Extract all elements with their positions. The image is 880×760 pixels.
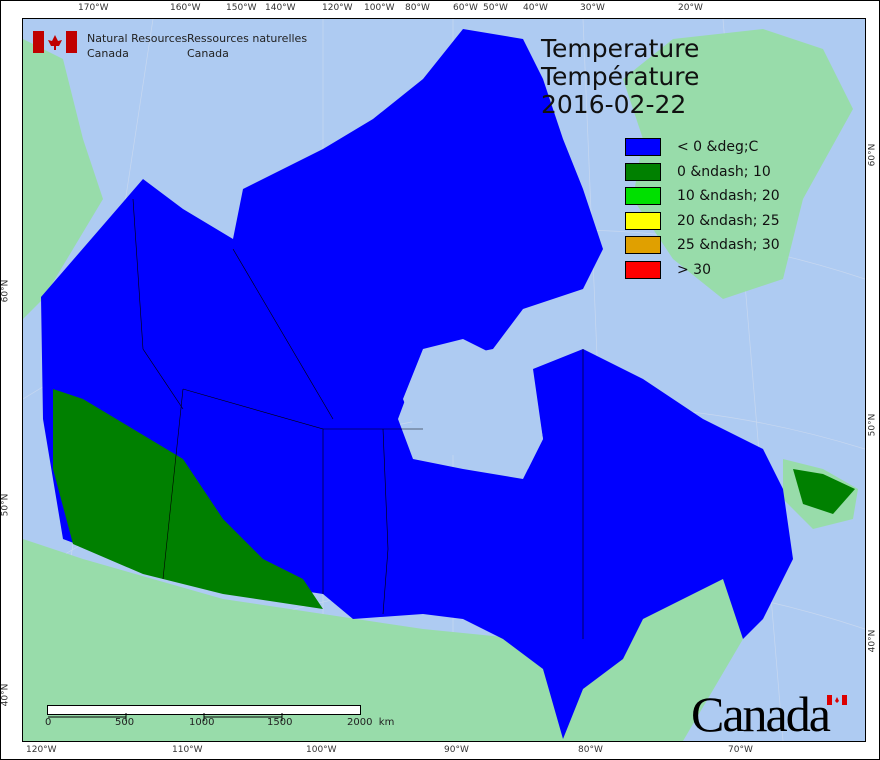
legend-swatch: [625, 236, 661, 255]
right-tick: 60°N: [867, 143, 878, 167]
bottom-tick: 100°W: [306, 745, 337, 755]
top-tick: 120°W: [322, 3, 353, 13]
org-en-line2: Canada: [87, 47, 129, 60]
land-greenland: [623, 29, 853, 299]
scale-label: 1500: [267, 717, 293, 728]
legend-swatch: [625, 211, 661, 230]
scale-label: 1000: [189, 717, 215, 728]
legend-swatch: [625, 138, 661, 157]
legend-item: 0 &ndash; 10: [625, 160, 780, 185]
org-en-line1: Natural Resources: [87, 32, 188, 45]
map-canvas: [23, 19, 865, 741]
bottom-tick: 80°W: [578, 745, 603, 755]
right-tick: 50°N: [867, 413, 878, 437]
canada-flag-icon: [33, 31, 77, 53]
legend-item: > 30: [625, 258, 780, 283]
legend-label: < 0 &deg;C: [677, 139, 759, 156]
canada-flag-icon: [827, 695, 847, 705]
top-tick: 50°W: [483, 3, 508, 13]
map-title: Temperature Température 2016-02-22: [541, 35, 699, 119]
nrcan-flag: [33, 31, 77, 57]
scale-bar-segments: [48, 713, 283, 721]
bottom-tick: 110°W: [172, 745, 203, 755]
title-en: Temperature: [541, 34, 700, 63]
top-tick: 150°W: [226, 3, 257, 13]
legend-item: < 0 &deg;C: [625, 135, 780, 160]
org-fr-line2: Canada: [187, 47, 229, 60]
legend-swatch: [625, 187, 661, 206]
province-borders: [132, 198, 584, 639]
region-0-to-10-maritimes: [793, 469, 855, 514]
hudson-bay: [403, 339, 543, 469]
org-name-fr: Ressources naturelles Canada: [187, 31, 307, 61]
legend-item: 20 &ndash; 25: [625, 209, 780, 234]
region-0-to-10: [53, 389, 323, 609]
top-tick: 100°W: [364, 3, 395, 13]
legend-swatch: [625, 162, 661, 181]
legend-label: 20 &ndash; 25: [677, 212, 780, 229]
scale-label: 0: [45, 717, 52, 728]
top-tick: 40°W: [523, 3, 548, 13]
legend-swatch: [625, 260, 661, 279]
scale-bar: [47, 705, 361, 721]
top-tick: 30°W: [580, 3, 605, 13]
title-date: 2016-02-22: [541, 90, 687, 119]
scale-label: 2000 km: [347, 717, 395, 728]
land-alaska: [23, 39, 103, 319]
bottom-tick: 70°W: [728, 745, 753, 755]
legend-label: 0 &ndash; 10: [677, 163, 771, 180]
left-tick: 40°N: [0, 683, 11, 707]
scale-label: 500: [115, 717, 135, 728]
bottom-tick: 90°W: [444, 745, 469, 755]
wordmark-text: Canada: [691, 686, 831, 742]
left-tick: 50°N: [0, 493, 11, 517]
top-tick: 60°W: [453, 3, 478, 13]
temperature-map[interactable]: Natural Resources Canada Ressources natu…: [22, 18, 866, 742]
top-tick: 80°W: [405, 3, 430, 13]
org-name-en: Natural Resources Canada: [87, 31, 187, 61]
legend-item: 10 &ndash; 20: [625, 184, 780, 209]
org-fr-line1: Ressources naturelles: [187, 32, 308, 45]
land-usa: [23, 539, 783, 741]
legend: < 0 &deg;C 0 &ndash; 10 10 &ndash; 20 20…: [625, 135, 780, 282]
top-tick: 20°W: [678, 3, 703, 13]
legend-label: 10 &ndash; 20: [677, 188, 780, 205]
legend-label: 25 &ndash; 30: [677, 237, 780, 254]
canada-wordmark: Canada: [691, 685, 847, 742]
title-fr: Température: [541, 62, 700, 91]
bottom-tick: 120°W: [26, 745, 57, 755]
top-tick: 160°W: [170, 3, 201, 13]
top-tick: 140°W: [265, 3, 296, 13]
legend-item: 25 &ndash; 30: [625, 233, 780, 258]
right-tick: 40°N: [867, 629, 878, 653]
legend-label: > 30: [677, 261, 711, 278]
left-tick: 60°N: [0, 279, 11, 303]
top-tick: 170°W: [78, 3, 109, 13]
